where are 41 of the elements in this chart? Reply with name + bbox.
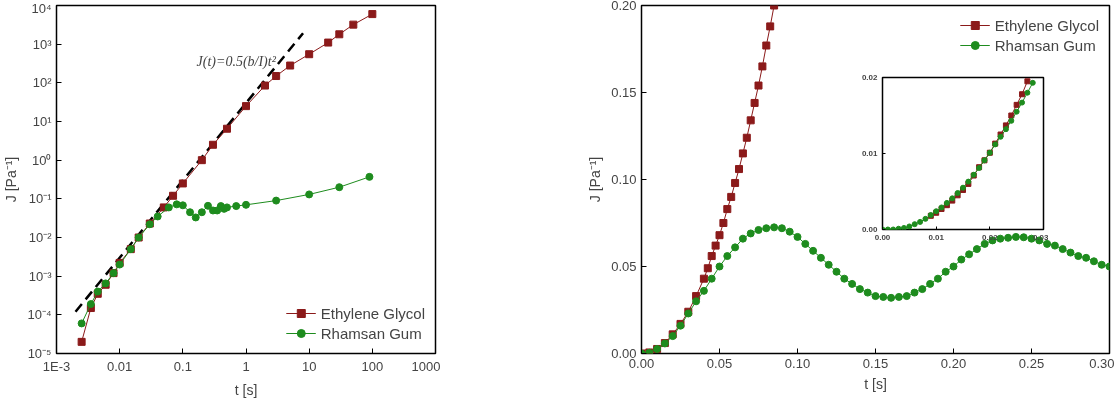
y-tick-label: 10⁻¹ [28,191,53,207]
y-axis-title: J [Pa⁻¹] [587,156,604,203]
legend-label: Rhamsan Gum [994,36,1096,54]
x-tick-label: 0.00 [874,232,891,242]
y-tick-label: 10¹ [32,114,53,129]
annotation: J(t)=0.5(b/I)t² [196,53,277,70]
x-tick-label: 1 [242,358,250,374]
y-tick-label: 10⁻⁵ [27,346,52,361]
x-tick-label: 1000 [411,358,441,374]
y-tick-label: 10⁻² [28,230,53,245]
x-tick-label: 0.10 [784,355,811,371]
x-axis-title: t [s] [864,375,887,392]
y-tick-label: 0.20 [611,0,637,13]
y-tick-label: 0.01 [861,149,879,158]
x-tick-label: 0.20 [940,355,967,371]
y-tick-label: 0.00 [861,225,879,234]
y-tick-label: 10⁻⁴ [27,307,52,323]
x-tick-label: 0.02 [982,232,999,242]
y-tick-label: 10⁰ [32,152,52,168]
x-axis-title: t [s] [234,381,258,398]
x-tick-label: 0.30 [1089,355,1114,371]
x-tick-label: 0.1 [173,358,192,374]
x-tick-label: 1E-3 [42,358,71,374]
x-tick-label: 0.05 [706,355,733,371]
legend-label: Ethylene Glycol [994,16,1099,34]
x-tick-label: 0.01 [107,358,133,374]
y-tick-label: 10³ [32,36,53,52]
x-tick-label: 10 [301,358,317,374]
y-tick-label: 10⁻³ [28,268,53,284]
x-tick-label: 100 [361,358,384,374]
x-tick-label: 0.25 [1018,355,1045,371]
y-tick-label: 0.05 [611,259,637,274]
x-tick-label: 0.01 [928,232,945,242]
y-tick-label: 10⁴ [31,0,52,16]
legend-label: Rhamsan Gum [320,324,422,342]
y-tick-label: 0.10 [611,172,637,187]
y-tick-label: 0.02 [861,73,879,82]
legend-label: Ethylene Glycol [320,304,425,322]
y-tick-label: 0.15 [611,85,637,100]
y-axis-title: J [Pa⁻¹] [3,156,20,203]
y-tick-label: 10² [32,75,53,91]
